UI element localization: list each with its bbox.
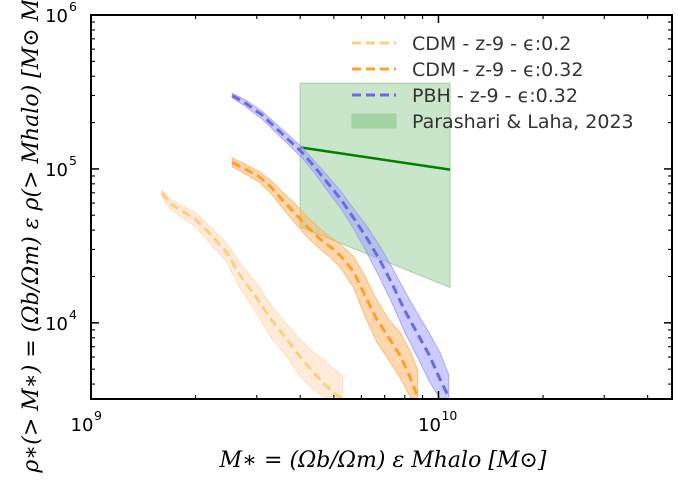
y-tick-exponent-2: 5 (69, 153, 77, 168)
series-band-3 (231, 92, 450, 399)
legend-label-3: PBH - z-9 - ϵ:0.32 (412, 85, 578, 107)
lines-layer (160, 94, 451, 399)
plot-frame (90, 14, 673, 400)
series-line-2 (231, 161, 419, 398)
x-axis-label: M∗ = (Ωb/Ωm) ε Mhalo [M⊙] (219, 448, 547, 473)
x-tick-label-1: 10 (71, 415, 94, 436)
y-tick-exponent-3: 6 (69, 0, 77, 14)
legend-label-1: CDM - z-9 - ϵ:0.2 (412, 33, 571, 55)
x-tick-exponent-1: 9 (94, 408, 102, 423)
y-tick-label-2: 10 (45, 160, 68, 181)
series-line-1 (160, 191, 344, 399)
legend-label-2: CDM - z-9 - ϵ:0.32 (412, 59, 583, 81)
series-line-3 (231, 94, 451, 398)
legend-label-4: Parashari & Laha, 2023 (412, 111, 634, 133)
legend-marker-4 (351, 113, 397, 129)
y-tick-exponent-1: 4 (69, 307, 77, 322)
x-tick-exponent-2: 10 (441, 408, 457, 423)
legend: CDM - z-9 - ϵ:0.2 CDM - z-9 - ϵ:0.32 PBH -… (351, 33, 634, 133)
x-tick-label-2: 10 (418, 415, 441, 436)
y-tick-label-3: 10 (45, 6, 68, 27)
bands-layer (161, 92, 450, 399)
series-band-2 (231, 157, 418, 399)
y-tick-label-1: 10 (45, 314, 68, 335)
reference-layer (299, 82, 451, 289)
reference-band (299, 82, 451, 289)
series-band-1 (161, 188, 344, 399)
y-axis-label: ρ∗(> M∗) = (Ωb/Ωm) ε ρ(> Mhalo) [M⊙ Mpc⁻… (19, 0, 44, 474)
reference-line (300, 146, 451, 171)
